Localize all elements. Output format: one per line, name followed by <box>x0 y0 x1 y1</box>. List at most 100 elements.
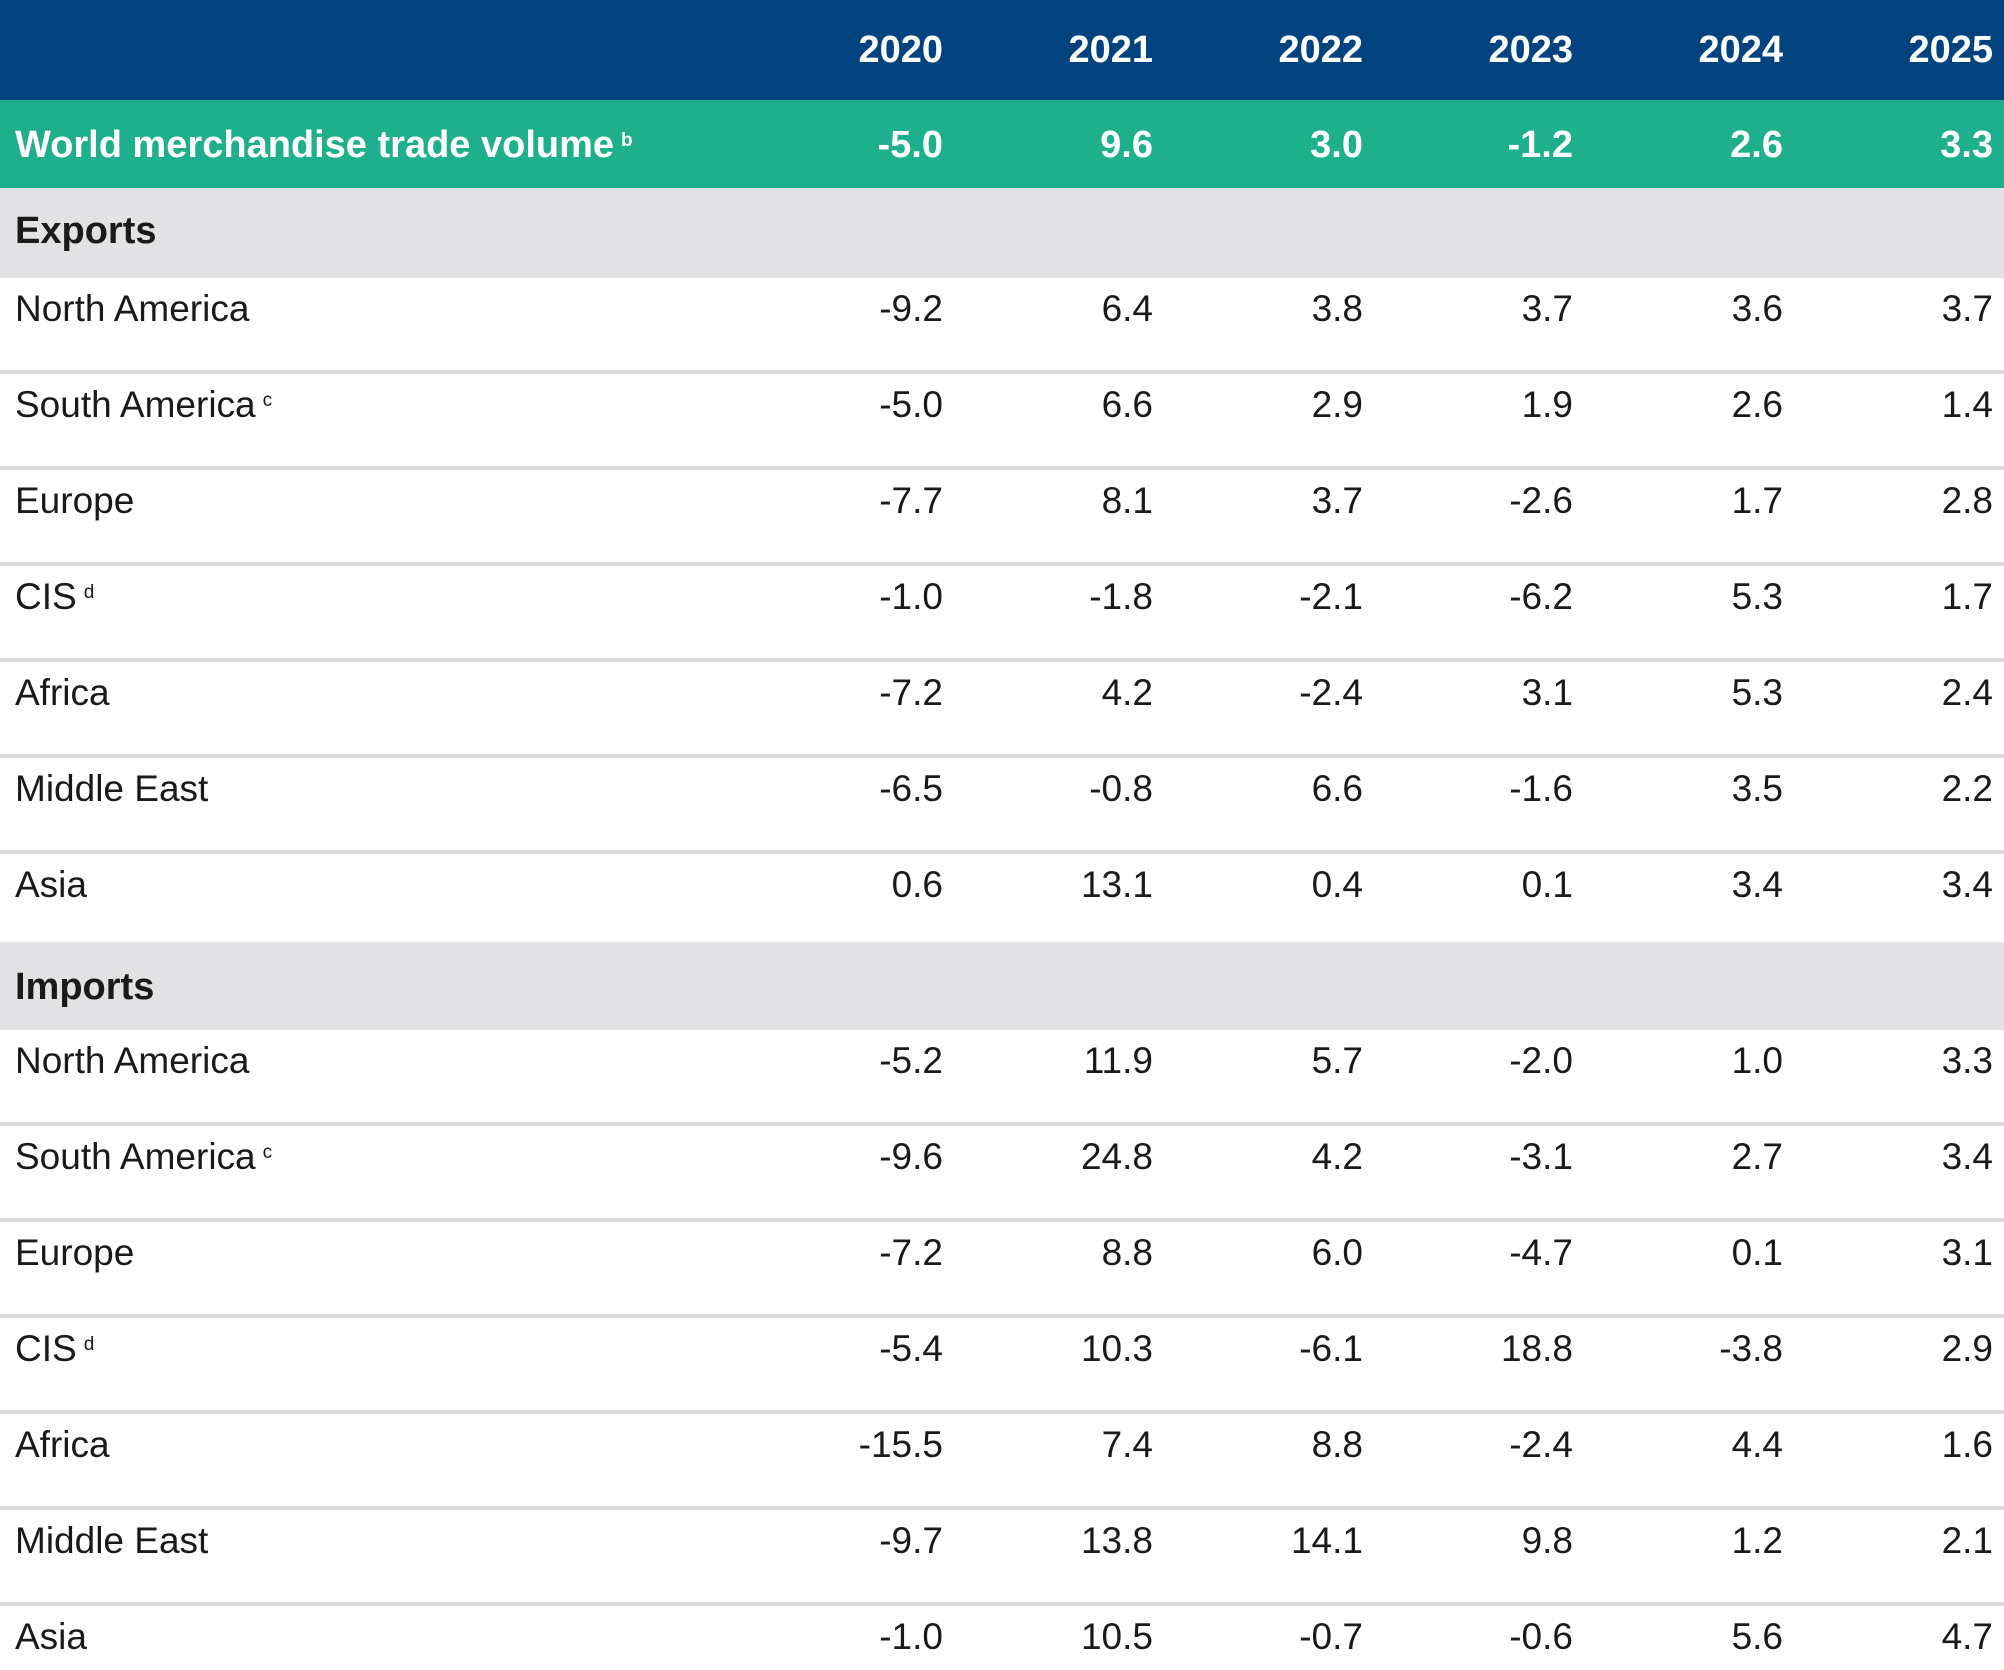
table-cell: 6.6 <box>1311 768 1363 809</box>
table-cell: 24.8 <box>1080 1136 1153 1177</box>
section-title: Exports <box>15 210 157 252</box>
table-cell: -1.2 <box>1507 124 1573 166</box>
row-divider <box>0 1314 2004 1318</box>
table-row: South America c -9.6 24.8 4.2 -3.1 2.7 3.4 <box>0 1126 2004 1222</box>
table-cell: 3.4 <box>1941 1136 1993 1177</box>
table-cell: 2.9 <box>1941 1328 1993 1369</box>
table-row: Europe -7.2 8.8 6.0 -4.7 0.1 3.1 <box>0 1222 2004 1318</box>
table-row: CIS d -1.0 -1.8 -2.1 -6.2 5.3 1.7 <box>0 566 2004 662</box>
table-cell: -6.2 <box>1509 576 1573 617</box>
row-divider <box>0 1122 2004 1126</box>
table-row: Middle East -9.7 13.8 14.1 9.8 1.2 2.1 <box>0 1510 2004 1606</box>
table-cell: -0.8 <box>1089 768 1153 809</box>
table-cell: -2.4 <box>1299 672 1363 713</box>
row-divider <box>0 370 2004 374</box>
table-cell: -2.4 <box>1509 1424 1573 1465</box>
table-cell: 4.2 <box>1311 1136 1363 1177</box>
footnote-marker: c <box>262 1142 273 1163</box>
table-row: Africa -7.2 4.2 -2.4 3.1 5.3 2.4 <box>0 662 2004 758</box>
table-cell: 3.6 <box>1731 288 1783 329</box>
table-cell: 6.6 <box>1101 384 1153 425</box>
footnote-marker: c <box>262 390 273 411</box>
table-cell: 0.6 <box>891 864 943 905</box>
footnote-marker: b <box>621 130 633 151</box>
footnote-marker: d <box>83 1334 95 1355</box>
world-total-label: World merchandise trade volume b <box>15 124 633 166</box>
table-cell: -3.8 <box>1719 1328 1783 1369</box>
table-cell: -6.5 <box>879 768 943 809</box>
table-cell: 3.5 <box>1731 768 1783 809</box>
column-header: 2025 <box>1908 29 1993 71</box>
table-cell: -5.2 <box>879 1040 943 1081</box>
table-cell: 4.2 <box>1101 672 1153 713</box>
table-cell: -2.1 <box>1299 576 1363 617</box>
table-cell: 2.7 <box>1731 1136 1783 1177</box>
table-cell: 8.1 <box>1101 480 1153 521</box>
table-row: Europe -7.7 8.1 3.7 -2.6 1.7 2.8 <box>0 470 2004 566</box>
row-divider <box>0 1218 2004 1222</box>
table-cell: 11.9 <box>1083 1040 1153 1081</box>
table-cell: 1.6 <box>1941 1424 1993 1465</box>
table-cell: 6.0 <box>1311 1232 1363 1273</box>
row-divider <box>0 1506 2004 1510</box>
table-cell: -4.7 <box>1509 1232 1573 1273</box>
table-cell: 3.3 <box>1941 1040 1993 1081</box>
table-cell: -7.2 <box>879 672 943 713</box>
table-cell: -5.4 <box>879 1328 943 1369</box>
row-divider <box>0 562 2004 566</box>
table-cell: 3.4 <box>1731 864 1783 905</box>
table-cell: -0.6 <box>1509 1616 1573 1657</box>
row-label: Asia <box>15 864 87 905</box>
table-cell: 2.6 <box>1730 124 1783 166</box>
table-cell: -2.6 <box>1509 480 1573 521</box>
table-cell: -6.1 <box>1299 1328 1363 1369</box>
table-cell: 0.1 <box>1521 864 1573 905</box>
table-row: Asia 0.6 13.1 0.4 0.1 3.4 3.4 <box>0 854 2004 950</box>
table-cell: 13.8 <box>1080 1520 1153 1561</box>
table-cell: -15.5 <box>858 1424 943 1465</box>
table-cell: 2.9 <box>1311 384 1363 425</box>
table-cell: 3.8 <box>1311 288 1363 329</box>
table-cell: 8.8 <box>1311 1424 1363 1465</box>
table-cell: 2.8 <box>1941 480 1993 521</box>
row-divider <box>0 1602 2004 1606</box>
table-cell: -1.6 <box>1509 768 1573 809</box>
row-label: Middle East <box>15 768 209 809</box>
table-row: CIS d -5.4 10.3 -6.1 18.8 -3.8 2.9 <box>0 1318 2004 1414</box>
footnote-marker: d <box>83 582 95 603</box>
column-header: 2020 <box>858 29 943 71</box>
table-cell: 9.6 <box>1100 124 1153 166</box>
table-cell: 3.7 <box>1521 288 1573 329</box>
table-cell: 5.3 <box>1731 576 1783 617</box>
row-divider <box>0 466 2004 470</box>
table-cell: 3.3 <box>1940 124 1993 166</box>
table-cell: -5.0 <box>879 384 943 425</box>
world-total-row: World merchandise trade volume b -5.0 9.6… <box>0 100 2004 188</box>
row-divider <box>0 754 2004 758</box>
column-header: 2022 <box>1278 29 1363 71</box>
table-cell: 2.6 <box>1731 384 1783 425</box>
row-label: Europe <box>15 480 135 521</box>
table-cell: 5.7 <box>1311 1040 1363 1081</box>
table-cell: -1.0 <box>879 576 943 617</box>
table-cell: 0.4 <box>1311 864 1363 905</box>
column-header: 2021 <box>1068 29 1153 71</box>
table-cell: 1.7 <box>1731 480 1783 521</box>
table-cell: 2.1 <box>1941 1520 1993 1561</box>
table-cell: 7.4 <box>1101 1424 1153 1465</box>
table-cell: 10.5 <box>1080 1616 1153 1657</box>
section-title: Imports <box>15 966 155 1008</box>
row-label: Africa <box>15 1424 110 1465</box>
table-cell: 14.1 <box>1290 1520 1363 1561</box>
row-label: CIS d <box>15 1328 95 1369</box>
table-cell: 4.4 <box>1731 1424 1783 1465</box>
table-cell: 0.1 <box>1731 1232 1783 1273</box>
table-cell: -9.7 <box>879 1520 943 1561</box>
section-header-imports: Imports <box>0 942 2004 1030</box>
table-cell: 3.0 <box>1310 124 1363 166</box>
table-row: Africa -15.5 7.4 8.8 -2.4 4.4 1.6 <box>0 1414 2004 1510</box>
table-cell: 8.8 <box>1101 1232 1153 1273</box>
table-cell: -3.1 <box>1509 1136 1573 1177</box>
table-cell: 3.7 <box>1311 480 1363 521</box>
